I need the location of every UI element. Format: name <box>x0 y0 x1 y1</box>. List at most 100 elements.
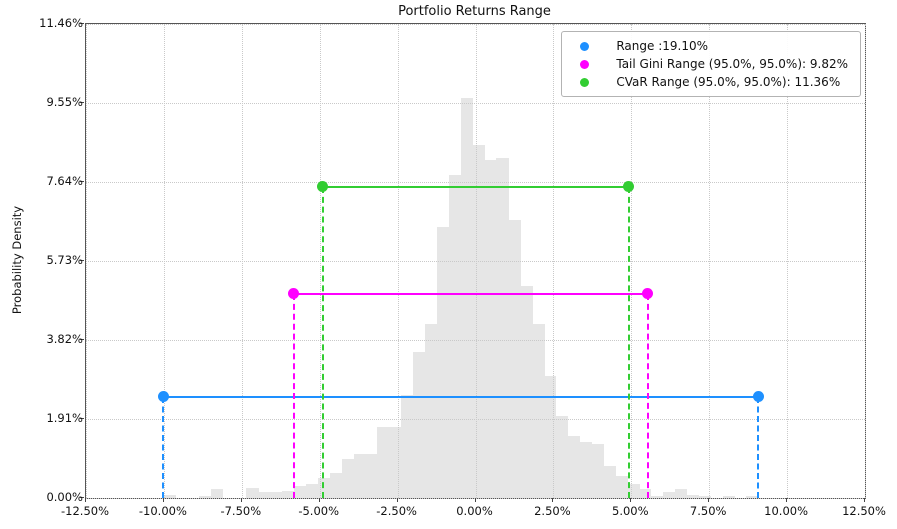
histogram-bar <box>555 415 569 498</box>
y-tick-label: 11.46% <box>39 16 83 30</box>
range-endpoint-dot <box>317 181 329 193</box>
range-drop-line <box>646 293 649 498</box>
range-line <box>293 292 648 295</box>
histogram-bar <box>377 426 390 498</box>
tail-gini-marker-icon <box>580 59 590 69</box>
histogram-bar <box>270 491 283 498</box>
y-tick-label: 9.55% <box>46 95 83 109</box>
y-axis-label: Probability Density <box>10 205 24 315</box>
histogram-bar <box>650 495 664 498</box>
x-tick-label: 10.00% <box>764 504 809 518</box>
histogram-bar <box>508 220 521 498</box>
legend-label-cvar: CVaR Range (95.0%, 95.0%): 11.36% <box>616 75 841 89</box>
histogram-bar <box>258 491 271 498</box>
x-tick-label: -7.50% <box>220 504 262 518</box>
histogram-bar <box>341 458 355 498</box>
x-tick-mark <box>240 498 242 502</box>
histogram-bar <box>615 476 628 498</box>
range-endpoint-dot <box>752 391 764 403</box>
range-drop-line <box>627 186 630 498</box>
histogram-bar <box>210 488 224 498</box>
x-tick-label: -5.00% <box>298 504 340 518</box>
range-line <box>322 185 629 189</box>
x-tick-mark <box>708 498 710 502</box>
grid-line-horizontal <box>86 182 865 183</box>
grid-line-horizontal <box>86 103 865 104</box>
histogram-bar <box>329 472 343 498</box>
range-endpoint-dot <box>642 288 653 300</box>
histogram-bar <box>282 490 295 498</box>
histogram-bar <box>163 494 176 498</box>
chart-title: Portfolio Returns Range <box>398 4 551 19</box>
histogram-bar <box>674 488 688 498</box>
grid-line-horizontal <box>86 419 865 420</box>
range-marker-icon <box>580 41 590 51</box>
y-tick-label: 7.64% <box>46 174 83 188</box>
histogram-bar <box>663 491 676 498</box>
histogram-bar <box>496 158 509 498</box>
y-tick-mark <box>80 23 84 24</box>
grid-line-horizontal <box>86 340 865 341</box>
legend: Range :19.10% Tail Gini Range (95.0%, 95… <box>561 31 861 97</box>
y-tick-label: 3.82% <box>46 332 83 346</box>
histogram-bar <box>413 352 426 498</box>
range-endpoint-dot <box>157 391 169 403</box>
histogram-bar <box>639 488 652 498</box>
x-tick-mark <box>85 498 86 502</box>
x-tick-label: 12.50% <box>842 504 886 518</box>
y-tick-mark <box>80 181 84 182</box>
histogram-bar <box>698 495 711 498</box>
legend-item-cvar: CVaR Range (95.0%, 95.0%): 11.36% <box>572 75 848 89</box>
range-endpoint-dot <box>288 288 300 300</box>
histogram-bar <box>532 324 545 498</box>
grid-line-horizontal <box>86 24 865 25</box>
x-tick-mark <box>630 498 632 502</box>
x-tick-mark <box>864 498 865 502</box>
histogram-bar <box>579 441 592 498</box>
histogram-bar <box>627 483 640 498</box>
x-tick-label: -12.50% <box>61 504 109 518</box>
histogram-bar <box>544 375 557 498</box>
legend-label-range: Range :19.10% <box>616 39 709 53</box>
y-tick-label: 0.00% <box>46 490 83 504</box>
histogram-bar <box>401 395 414 498</box>
y-tick-mark <box>80 497 84 498</box>
legend-label-tail-gini: Tail Gini Range (95.0%, 95.0%): 9.82% <box>616 57 848 71</box>
y-tick-mark <box>80 260 84 261</box>
histogram-bar <box>425 324 438 498</box>
legend-item-range: Range :19.10% <box>572 39 848 53</box>
histogram-bar <box>722 495 735 498</box>
x-tick-label: 5.00% <box>612 504 649 518</box>
x-tick-mark <box>318 498 320 502</box>
histogram-bar <box>603 465 616 498</box>
cvar-marker-icon <box>580 77 590 87</box>
x-tick-label: 0.00% <box>456 504 493 518</box>
x-tick-label: 7.50% <box>689 504 727 518</box>
histogram-bar <box>436 227 450 498</box>
x-tick-label: -2.50% <box>376 504 417 518</box>
histogram-bar <box>520 286 533 498</box>
x-tick-label: 2.50% <box>534 504 571 518</box>
y-tick-mark <box>80 418 84 419</box>
histogram-bar <box>389 426 402 498</box>
range-drop-line <box>292 293 295 498</box>
histogram-bar <box>365 453 378 498</box>
histogram-bar <box>199 495 212 498</box>
histogram-bar <box>567 435 581 498</box>
range-drop-line <box>757 396 760 498</box>
grid-line-horizontal <box>86 261 865 262</box>
range-drop-line <box>162 396 165 498</box>
histogram-bar <box>448 174 462 498</box>
x-tick-mark <box>552 498 554 502</box>
histogram-bar <box>305 483 319 498</box>
histogram-bar <box>484 159 497 498</box>
x-tick-label: -10.00% <box>138 504 187 518</box>
histogram-bar <box>246 487 259 498</box>
y-tick-mark <box>80 102 84 103</box>
x-tick-mark <box>162 498 164 502</box>
histogram-bar <box>686 495 700 498</box>
y-tick-label: 5.73% <box>46 253 83 267</box>
range-line <box>163 395 759 398</box>
histogram-bar <box>746 495 759 498</box>
